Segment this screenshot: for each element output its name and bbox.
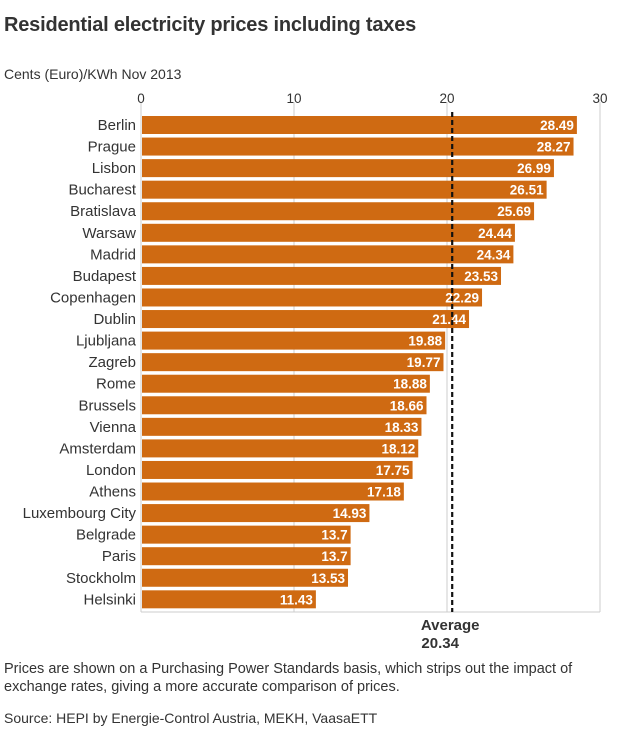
category-label: London	[86, 462, 136, 479]
bar	[142, 504, 370, 523]
category-label: Zagreb	[88, 354, 136, 371]
category-label: Bratislava	[70, 203, 137, 220]
category-label: Madrid	[90, 246, 136, 263]
category-label: Lisbon	[92, 160, 136, 177]
category-label: Helsinki	[83, 591, 136, 608]
bar	[142, 568, 349, 587]
value-label: 13.7	[321, 549, 347, 564]
average-value: 20.34	[421, 635, 459, 652]
value-label: 13.53	[311, 571, 345, 586]
bar	[142, 460, 413, 479]
x-tick-label: 10	[286, 91, 301, 106]
bar	[142, 223, 515, 242]
category-label: Amsterdam	[59, 440, 136, 457]
axis-units-label: Cents (Euro)/KWh Nov 2013	[4, 66, 182, 82]
category-label: Paris	[102, 548, 136, 565]
bar	[142, 374, 430, 393]
value-label: 14.93	[333, 506, 367, 521]
value-label: 18.88	[393, 377, 427, 392]
value-label: 19.88	[408, 334, 442, 349]
bar	[142, 417, 422, 436]
value-label: 26.51	[510, 183, 544, 198]
value-label: 18.33	[385, 420, 419, 435]
category-label: Warsaw	[82, 225, 136, 242]
category-label: Rome	[96, 376, 136, 393]
chart-title: Residential electricity prices including…	[4, 14, 417, 36]
x-tick-label: 30	[592, 91, 607, 106]
bar	[142, 159, 554, 178]
value-label: 11.43	[280, 592, 314, 607]
value-label: 17.18	[367, 485, 401, 500]
methodology-note: Prices are shown on a Purchasing Power S…	[4, 661, 573, 695]
bar-chart: 0 10 20 30 Berlin 28.49 Prague 28.27 Lisbon 26.9…	[23, 91, 608, 652]
bar	[142, 180, 547, 199]
value-label: 28.49	[540, 118, 574, 133]
bars: Berlin 28.49 Prague 28.27 Lisbon 26.99 Buchare…	[23, 116, 577, 609]
value-label: 26.99	[517, 161, 551, 176]
value-label: 23.53	[464, 269, 498, 284]
bar	[142, 310, 470, 329]
x-axis-ticks: 0 10 20 30	[137, 91, 607, 106]
value-label: 17.75	[376, 463, 410, 478]
bar	[142, 245, 514, 264]
bar	[142, 331, 446, 350]
category-label: Luxembourg City	[23, 505, 137, 522]
bar	[142, 266, 502, 285]
category-label: Belgrade	[76, 527, 136, 544]
category-label: Vienna	[90, 419, 137, 436]
value-label: 21.44	[432, 312, 466, 327]
category-label: Prague	[88, 139, 136, 156]
category-label: Berlin	[98, 117, 136, 134]
category-label: Stockholm	[66, 570, 136, 587]
value-label: 22.29	[445, 290, 479, 305]
value-label: 19.77	[407, 355, 441, 370]
category-label: Ljubljana	[76, 333, 137, 350]
category-label: Dublin	[93, 311, 136, 328]
category-label: Copenhagen	[50, 289, 136, 306]
category-label: Athens	[89, 484, 136, 501]
bar	[142, 353, 444, 372]
bar	[142, 482, 404, 501]
value-label: 28.27	[537, 140, 571, 155]
source-note: Source: HEPI by Energie-Control Austria,…	[4, 710, 378, 726]
value-label: 18.12	[381, 441, 415, 456]
value-label: 25.69	[497, 204, 531, 219]
value-label: 24.44	[478, 226, 512, 241]
bar	[142, 137, 574, 156]
bar	[142, 202, 535, 221]
category-label: Bucharest	[68, 182, 136, 199]
average-label: Average	[421, 617, 480, 634]
bar	[142, 439, 419, 458]
x-tick-label: 0	[137, 91, 145, 106]
value-label: 18.66	[390, 398, 424, 413]
bar	[142, 590, 316, 609]
bar	[142, 116, 577, 134]
category-label: Budapest	[73, 268, 137, 285]
category-label: Brussels	[78, 397, 136, 414]
bar	[142, 547, 351, 566]
x-tick-label: 20	[439, 91, 454, 106]
value-label: 24.34	[477, 247, 511, 262]
bar	[142, 288, 483, 307]
bar	[142, 525, 351, 544]
bar	[142, 396, 427, 415]
value-label: 13.7	[321, 528, 347, 543]
